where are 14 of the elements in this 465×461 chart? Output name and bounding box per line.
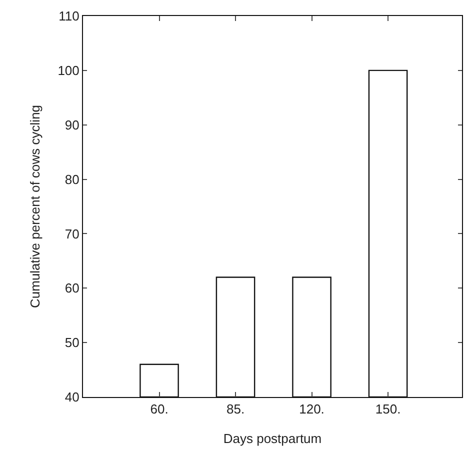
x-tick-label: 150. <box>375 402 401 417</box>
y-tick-label: 90 <box>64 117 80 132</box>
y-tick-label: 110 <box>58 8 80 24</box>
y-tick-label: 70 <box>64 226 80 242</box>
y-tick-label: 50 <box>64 335 80 350</box>
x-tick-label: 85. <box>226 402 245 417</box>
y-axis-title: Cumulative percent of cows cycling <box>28 104 43 308</box>
x-tick-label: 120. <box>299 402 324 417</box>
x-axis-title: Days postpartum <box>223 431 322 446</box>
y-tick-label: 80 <box>64 172 80 187</box>
y-tick-label: 60 <box>64 280 80 296</box>
y-tick-label: 40 <box>64 390 80 405</box>
y-tick-label: 100 <box>58 62 80 78</box>
x-tick-label: 60. <box>150 402 168 417</box>
